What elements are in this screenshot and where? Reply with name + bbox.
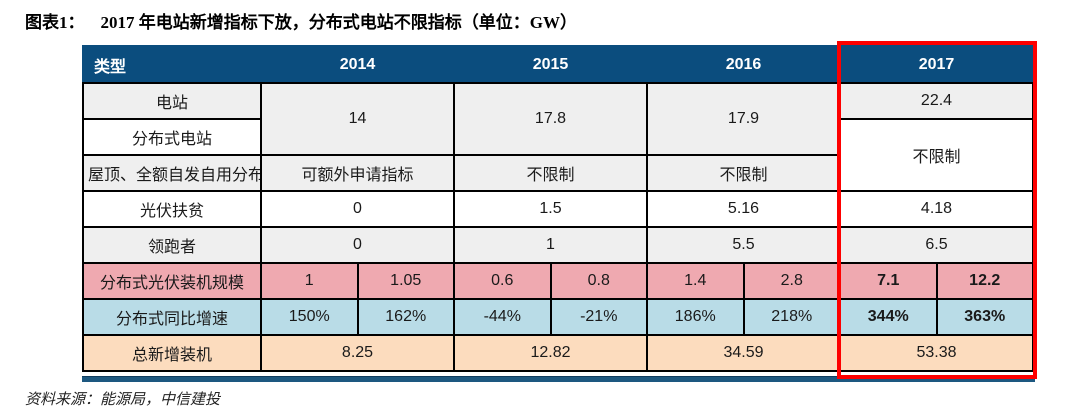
cell-dist-yoy-2015b: -21% — [549, 298, 648, 336]
source-note: 资料来源：能源局，中信建投 — [25, 392, 221, 408]
table-row-total-new-capacity: 总新增装机 8.25 12.82 34.59 53.38 — [82, 334, 1034, 372]
header-row: 类型 2014 2015 2016 2017 — [82, 45, 1034, 84]
row-label-distributed-yoy: 分布式同比增速 — [82, 298, 262, 336]
cell-dist-capacity-2015a: 0.6 — [453, 262, 552, 300]
header-year-2017: 2017 — [839, 45, 1034, 84]
cell-power-station-2016: 17.9 — [646, 82, 841, 156]
table-row-pv-poverty: 光伏扶贫 0 1.5 5.16 4.18 — [82, 190, 1034, 228]
data-table: 类型 2014 2015 2016 2017 电站 14 17.8 17.9 2… — [82, 45, 1034, 372]
cell-total-2016: 34.59 — [646, 334, 841, 372]
cell-dist-capacity-2017a: 7.1 — [839, 262, 938, 300]
cell-dist-yoy-2015a: -44% — [453, 298, 552, 336]
cell-distributed-station-2017: 不限制 — [839, 118, 1034, 192]
table-row-power-station: 电站 14 17.8 17.9 22.4 — [82, 82, 1034, 156]
cell-pv-poverty-2015: 1.5 — [453, 190, 648, 228]
cell-top-runner-2016: 5.5 — [646, 226, 841, 264]
cell-dist-capacity-2014b: 1.05 — [356, 262, 455, 300]
cell-power-station-2017: 22.4 — [839, 82, 1034, 120]
row-label-distributed-station: 分布式电站 — [82, 118, 262, 156]
table-row-distributed-capacity: 分布式光伏装机规模 1 1.05 0.6 0.8 1.4 2.8 7.1 12.… — [82, 262, 1034, 300]
cell-dist-yoy-2014a: 150% — [260, 298, 359, 336]
cell-top-runner-2015: 1 — [453, 226, 648, 264]
cell-power-station-2014: 14 — [260, 82, 455, 156]
cell-pv-poverty-2014: 0 — [260, 190, 455, 228]
table-row-rooftop-self-use: 屋顶、全额自发自用分布式 可额外申请指标 不限制 不限制 — [82, 154, 1033, 192]
cell-dist-capacity-2014a: 1 — [260, 262, 359, 300]
cell-top-runner-2017: 6.5 — [839, 226, 1034, 264]
row-label-rooftop-self-use: 屋顶、全额自发自用分布式 — [82, 154, 262, 192]
cell-dist-capacity-2016a: 1.4 — [646, 262, 745, 300]
header-year-2014: 2014 — [260, 45, 455, 84]
cell-dist-yoy-2017b: 363% — [935, 298, 1034, 336]
cell-dist-capacity-2017b: 12.2 — [935, 262, 1034, 300]
cell-dist-capacity-2015b: 0.8 — [549, 262, 648, 300]
row-label-total-new-capacity: 总新增装机 — [82, 334, 262, 372]
cell-total-2015: 12.82 — [453, 334, 648, 372]
cell-dist-capacity-2016b: 2.8 — [742, 262, 841, 300]
table-row-distributed-yoy: 分布式同比增速 150% 162% -44% -21% 186% 218% 34… — [82, 298, 1034, 336]
row-label-top-runner: 领跑者 — [82, 226, 262, 264]
cell-rooftop-2015: 不限制 — [453, 154, 648, 192]
cell-pv-poverty-2017: 4.18 — [839, 190, 1034, 228]
table-row-distributed-station: 分布式电站 不限制 — [82, 118, 1034, 192]
cell-top-runner-2014: 0 — [260, 226, 455, 264]
cell-rooftop-2016: 不限制 — [646, 154, 841, 192]
row-label-power-station: 电站 — [82, 82, 262, 120]
cell-total-2017: 53.38 — [839, 334, 1034, 372]
figure-title-text: 2017 年电站新增指标下放，分布式电站不限指标（单位：GW） — [100, 13, 577, 32]
cell-pv-poverty-2016: 5.16 — [646, 190, 841, 228]
cell-total-2014: 8.25 — [260, 334, 455, 372]
table-bottom-accent-bar — [82, 376, 1035, 382]
row-label-distributed-capacity: 分布式光伏装机规模 — [82, 262, 262, 300]
table-row-top-runner: 领跑者 0 1 5.5 6.5 — [82, 226, 1034, 264]
cell-power-station-2015: 17.8 — [453, 82, 648, 156]
header-year-2015: 2015 — [453, 45, 648, 84]
header-year-2016: 2016 — [646, 45, 841, 84]
cell-dist-yoy-2016b: 218% — [742, 298, 841, 336]
header-type: 类型 — [82, 45, 262, 84]
cell-dist-yoy-2014b: 162% — [356, 298, 455, 336]
row-label-pv-poverty: 光伏扶贫 — [82, 190, 262, 228]
figure-title: 图表1： 2017 年电站新增指标下放，分布式电站不限指标（单位：GW） — [25, 8, 577, 33]
cell-dist-yoy-2016a: 186% — [646, 298, 745, 336]
figure-title-prefix: 图表1： — [25, 13, 85, 32]
cell-rooftop-2014: 可额外申请指标 — [260, 154, 455, 192]
cell-dist-yoy-2017a: 344% — [839, 298, 938, 336]
data-table-wrapper: 类型 2014 2015 2016 2017 电站 14 17.8 17.9 2… — [82, 45, 1034, 372]
